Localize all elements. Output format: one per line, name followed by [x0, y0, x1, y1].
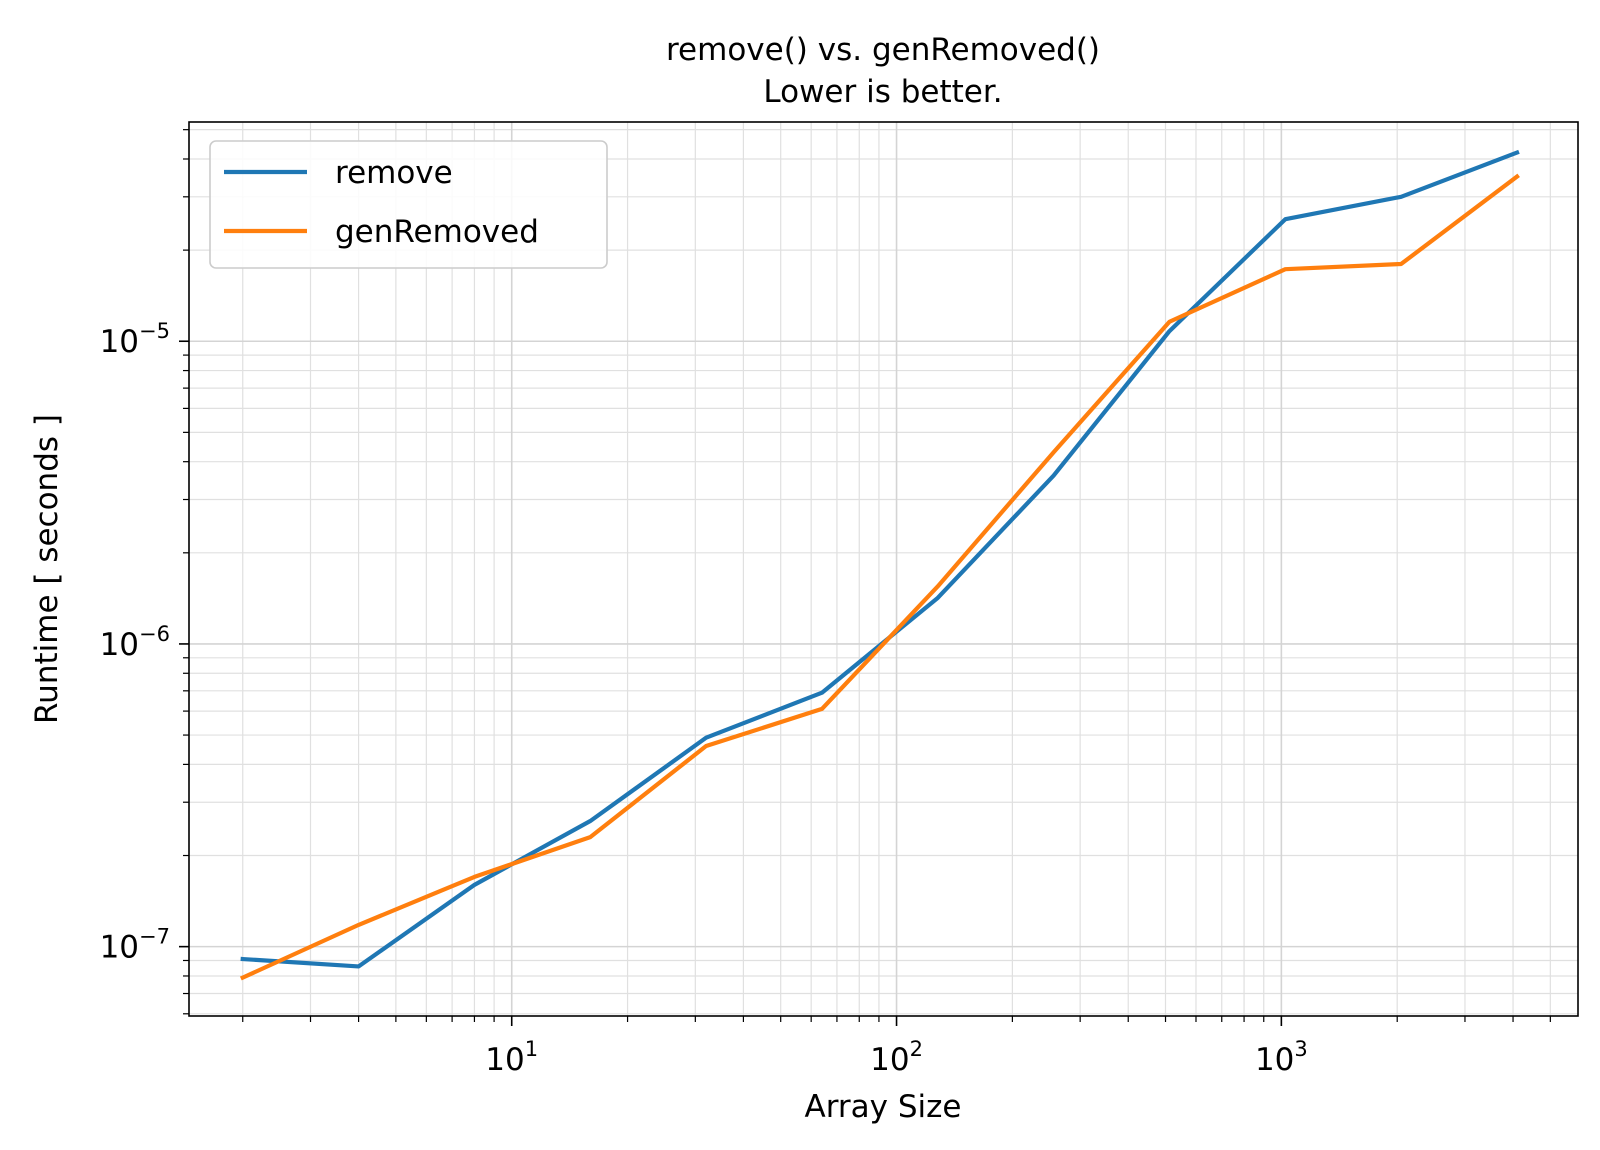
legend-box	[209, 140, 608, 269]
x-tick-label: 101	[485, 1037, 538, 1078]
series-line-genremoved	[239, 173, 1520, 981]
y-axis-label: Runtime [ seconds ]	[29, 414, 65, 724]
y-tick-label: 10−7	[100, 925, 170, 966]
tick-labels: 101 102 103 10−7 10−6 10−5	[100, 319, 1308, 1078]
series-layer	[239, 149, 1520, 981]
x-tick-label: 102	[870, 1037, 923, 1078]
x-axis-label: Array Size	[805, 1089, 962, 1125]
x-tick-label: 103	[1255, 1037, 1308, 1078]
chart-title: remove() vs. genRemoved()	[666, 32, 1100, 68]
chart-subtitle: Lower is better.	[763, 74, 1002, 110]
plot-frame	[188, 121, 1579, 1017]
y-tick-label: 10−5	[100, 319, 170, 360]
legend: remove genRemoved	[209, 140, 608, 269]
axis-ticks	[179, 129, 1551, 1026]
y-tick-label: 10−6	[100, 622, 170, 663]
minor-grid	[189, 122, 1578, 1016]
legend-label-genremoved: genRemoved	[335, 214, 539, 250]
legend-label-remove: remove	[335, 155, 453, 191]
